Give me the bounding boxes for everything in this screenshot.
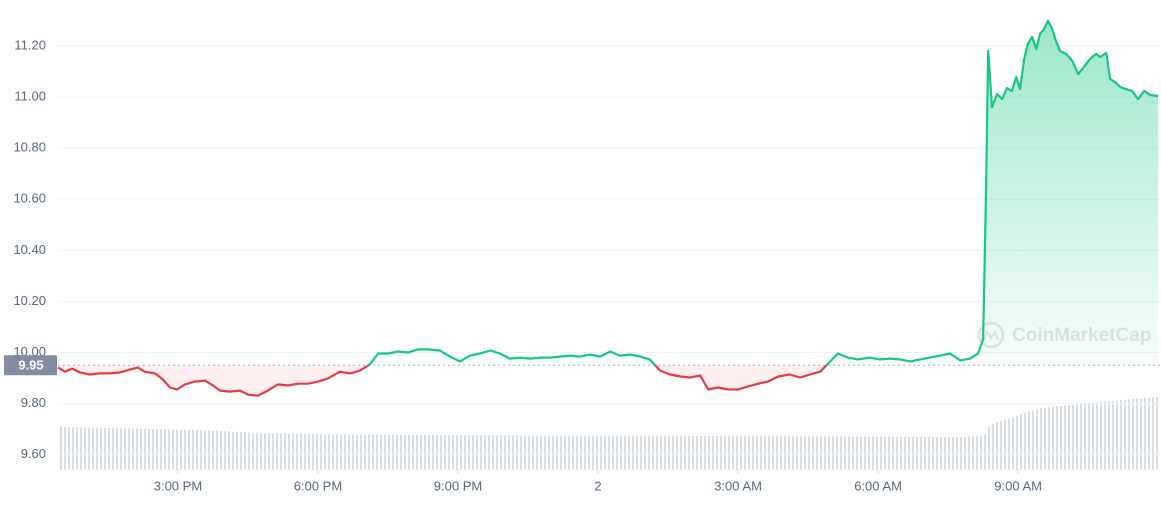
x-tick-label: 6:00 AM — [854, 478, 902, 493]
x-tick-label: 3:00 AM — [714, 478, 762, 493]
x-tick-label: 9:00 PM — [434, 478, 482, 493]
watermark-text: CoinMarketCap — [1012, 325, 1151, 346]
y-tick-label: 11.00 — [14, 89, 46, 104]
y-tick-label: 11.20 — [14, 37, 46, 52]
line-layer — [57, 19, 1160, 397]
y-tick-label: 10.80 — [13, 140, 46, 155]
watermark: CoinMarketCap — [977, 321, 1151, 349]
y-tick-label: 9.80 — [21, 395, 46, 410]
labels: 9.60 9.80 10.00 10.20 10.40 10.60 10.80 11.00 11… — [4, 37, 1042, 493]
volume-decoration — [58, 397, 1160, 470]
y-tick-label: 10.60 — [13, 191, 46, 206]
y-tick-label: 10.00 — [13, 344, 46, 359]
y-tick-label: 10.20 — [13, 293, 46, 308]
price-line — [57, 19, 1159, 397]
baseline-label: 9.95 — [18, 358, 43, 373]
x-tick-label: 6:00 PM — [294, 478, 342, 493]
baseline-label-box — [4, 355, 57, 376]
x-tick-label: 9:00 AM — [994, 478, 1042, 493]
watermark-logo — [977, 321, 1005, 349]
grid — [58, 45, 1160, 474]
watermark-logo-mark — [983, 329, 999, 341]
y-tick-label: 9.60 — [21, 446, 46, 461]
x-tick-label: 2 — [594, 478, 601, 493]
price-area — [58, 20, 1159, 396]
y-tick-label: 10.40 — [13, 242, 46, 257]
area-layer — [58, 20, 1159, 396]
x-tick-label: 3:00 PM — [154, 478, 202, 493]
